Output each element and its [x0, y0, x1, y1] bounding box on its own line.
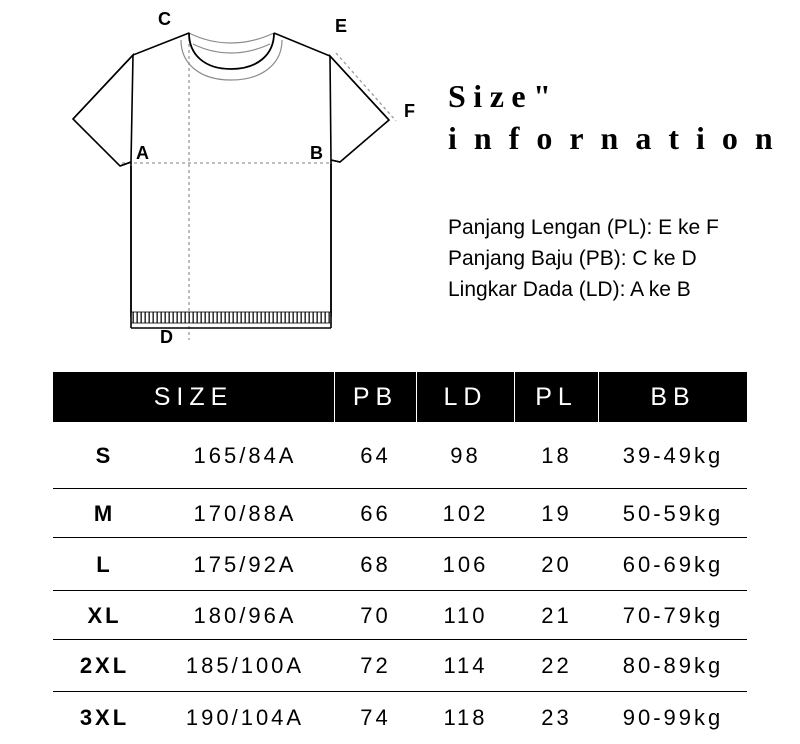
- svg-text:C: C: [158, 9, 171, 29]
- svg-text:A: A: [136, 143, 149, 163]
- svg-text:D: D: [160, 327, 173, 347]
- svg-text:B: B: [310, 143, 323, 163]
- svg-text:F: F: [404, 101, 415, 121]
- svg-text:E: E: [335, 16, 347, 36]
